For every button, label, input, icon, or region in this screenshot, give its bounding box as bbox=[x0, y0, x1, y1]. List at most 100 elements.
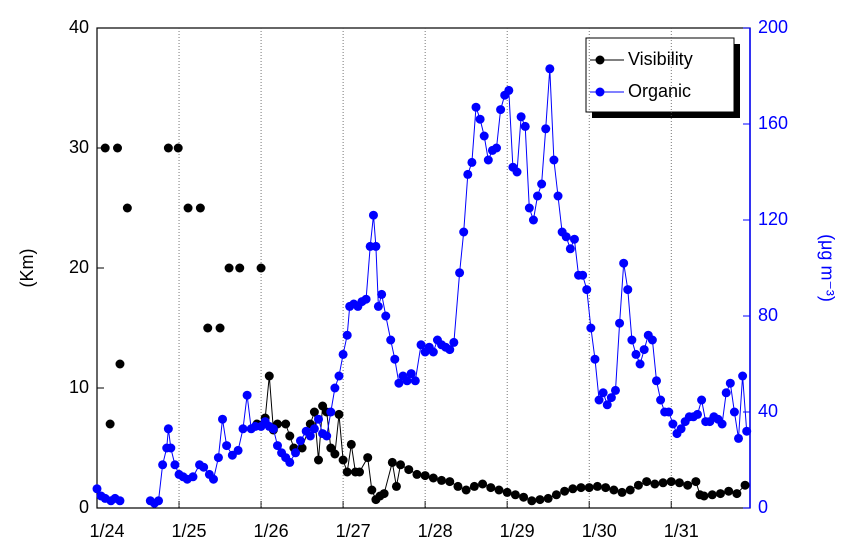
y-tick-label: 40 bbox=[69, 17, 89, 37]
data-point bbox=[334, 409, 344, 419]
data-point bbox=[584, 483, 594, 493]
data-point bbox=[428, 347, 438, 357]
data-point bbox=[664, 407, 674, 417]
data-point bbox=[281, 419, 291, 429]
data-point bbox=[576, 483, 586, 493]
data-point bbox=[420, 471, 430, 481]
data-point bbox=[342, 330, 352, 340]
data-point bbox=[541, 124, 551, 134]
data-point bbox=[208, 474, 218, 484]
data-point bbox=[406, 369, 416, 379]
data-point bbox=[527, 496, 537, 506]
data-point bbox=[551, 490, 561, 500]
data-point bbox=[410, 376, 420, 386]
data-point bbox=[394, 378, 404, 388]
data-point bbox=[721, 388, 731, 398]
y-tick-label: 20 bbox=[69, 257, 89, 277]
data-point bbox=[199, 462, 209, 472]
data-point bbox=[338, 349, 348, 359]
data-point bbox=[437, 475, 447, 485]
data-point bbox=[676, 424, 686, 434]
data-point bbox=[272, 441, 282, 451]
data-point bbox=[455, 268, 465, 278]
x-tick-label: 1/24 bbox=[89, 521, 124, 541]
data-point bbox=[238, 424, 248, 434]
data-point bbox=[213, 453, 223, 463]
data-point bbox=[528, 215, 538, 225]
data-point bbox=[520, 121, 530, 131]
data-point bbox=[158, 460, 168, 470]
data-point bbox=[568, 484, 578, 494]
data-point bbox=[115, 359, 125, 369]
data-point bbox=[100, 143, 110, 153]
y2-tick-label: 160 bbox=[758, 113, 788, 133]
data-point bbox=[404, 465, 414, 475]
data-point bbox=[322, 431, 332, 441]
data-point bbox=[699, 491, 709, 501]
data-point bbox=[163, 143, 173, 153]
data-point bbox=[516, 112, 526, 122]
data-point bbox=[545, 64, 555, 74]
data-point bbox=[691, 477, 701, 487]
data-point bbox=[510, 490, 520, 500]
data-point bbox=[740, 480, 750, 490]
data-point bbox=[387, 457, 397, 467]
data-point bbox=[170, 460, 180, 470]
data-point bbox=[195, 203, 205, 213]
data-point bbox=[373, 301, 383, 311]
data-point bbox=[183, 203, 193, 213]
data-point bbox=[642, 477, 652, 487]
data-point bbox=[625, 485, 635, 495]
legend-marker bbox=[595, 87, 605, 97]
data-point bbox=[361, 294, 371, 304]
data-point bbox=[416, 340, 426, 350]
data-point bbox=[453, 481, 463, 491]
data-point bbox=[674, 478, 684, 488]
data-point bbox=[633, 480, 643, 490]
data-point bbox=[309, 424, 319, 434]
data-point bbox=[734, 433, 744, 443]
data-point bbox=[463, 169, 473, 179]
data-point bbox=[113, 143, 123, 153]
data-point bbox=[578, 270, 588, 280]
legend-label: Organic bbox=[628, 81, 691, 101]
data-point bbox=[586, 323, 596, 333]
y-axis-label: (Km) bbox=[17, 249, 37, 288]
data-point bbox=[363, 453, 373, 463]
data-point bbox=[330, 383, 340, 393]
data-point bbox=[592, 481, 602, 491]
data-point bbox=[105, 419, 115, 429]
x-tick-label: 1/25 bbox=[172, 521, 207, 541]
data-point bbox=[396, 460, 406, 470]
data-point bbox=[651, 376, 661, 386]
data-point bbox=[668, 419, 678, 429]
data-point bbox=[635, 359, 645, 369]
data-point bbox=[732, 489, 742, 499]
data-point bbox=[166, 443, 176, 453]
data-point bbox=[519, 492, 529, 502]
data-point bbox=[725, 378, 735, 388]
x-tick-label: 1/29 bbox=[500, 521, 535, 541]
data-point bbox=[594, 395, 604, 405]
legend-marker bbox=[595, 55, 605, 65]
data-point bbox=[697, 395, 707, 405]
data-point bbox=[478, 479, 488, 489]
data-point bbox=[717, 419, 727, 429]
data-point bbox=[598, 388, 608, 398]
data-point bbox=[738, 371, 748, 381]
x-tick-label: 1/26 bbox=[254, 521, 289, 541]
data-point bbox=[483, 155, 493, 165]
y2-tick-label: 200 bbox=[758, 17, 788, 37]
data-point bbox=[729, 407, 739, 417]
data-point bbox=[295, 436, 305, 446]
data-point bbox=[537, 179, 547, 189]
data-point bbox=[560, 486, 570, 496]
data-point bbox=[330, 449, 340, 459]
data-point bbox=[471, 102, 481, 112]
data-point bbox=[379, 489, 389, 499]
data-point bbox=[188, 472, 198, 482]
data-point bbox=[650, 479, 660, 489]
data-point bbox=[631, 349, 641, 359]
data-point bbox=[391, 481, 401, 491]
data-point bbox=[377, 289, 387, 299]
